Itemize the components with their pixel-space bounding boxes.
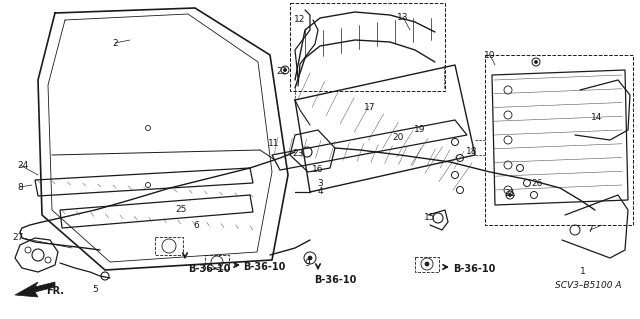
Text: 22: 22 xyxy=(276,68,287,77)
Text: 1: 1 xyxy=(580,266,586,276)
Text: B-36-10: B-36-10 xyxy=(188,264,230,274)
Circle shape xyxy=(308,256,312,260)
Text: 7: 7 xyxy=(587,226,593,234)
Text: 21: 21 xyxy=(504,189,516,197)
Text: 9: 9 xyxy=(304,259,310,269)
Text: 17: 17 xyxy=(364,103,376,113)
Bar xyxy=(290,3,445,91)
Text: B-36-10: B-36-10 xyxy=(453,264,495,274)
Text: 27: 27 xyxy=(12,234,24,242)
Circle shape xyxy=(425,262,429,266)
Text: FR.: FR. xyxy=(46,286,64,296)
Text: 26: 26 xyxy=(531,179,543,188)
Text: 23: 23 xyxy=(292,149,304,158)
Text: 19: 19 xyxy=(414,125,426,135)
Text: 4: 4 xyxy=(317,188,323,197)
Text: 2: 2 xyxy=(112,39,118,48)
Text: 15: 15 xyxy=(424,213,436,222)
Text: 6: 6 xyxy=(193,221,199,231)
Text: 5: 5 xyxy=(92,286,98,294)
Text: 24: 24 xyxy=(17,160,29,169)
Text: 14: 14 xyxy=(591,114,603,122)
Text: 20: 20 xyxy=(392,133,404,143)
Text: 13: 13 xyxy=(397,12,409,21)
Circle shape xyxy=(534,61,538,63)
Bar xyxy=(155,237,183,255)
Text: 25: 25 xyxy=(175,205,187,214)
Text: 10: 10 xyxy=(484,50,496,60)
Circle shape xyxy=(509,194,511,197)
Polygon shape xyxy=(15,282,55,297)
Text: 12: 12 xyxy=(294,16,306,25)
Text: SCV3–B5100 A: SCV3–B5100 A xyxy=(555,281,621,291)
Text: 3: 3 xyxy=(317,179,323,188)
Bar xyxy=(205,255,229,269)
Text: 11: 11 xyxy=(268,138,280,147)
Text: 16: 16 xyxy=(312,166,324,174)
Bar xyxy=(485,55,633,225)
Circle shape xyxy=(284,69,287,71)
Text: 8: 8 xyxy=(17,182,23,191)
Bar xyxy=(415,257,439,272)
Text: 18: 18 xyxy=(467,147,477,157)
Text: B-36-10: B-36-10 xyxy=(314,275,356,285)
Text: B-36-10: B-36-10 xyxy=(243,262,285,272)
